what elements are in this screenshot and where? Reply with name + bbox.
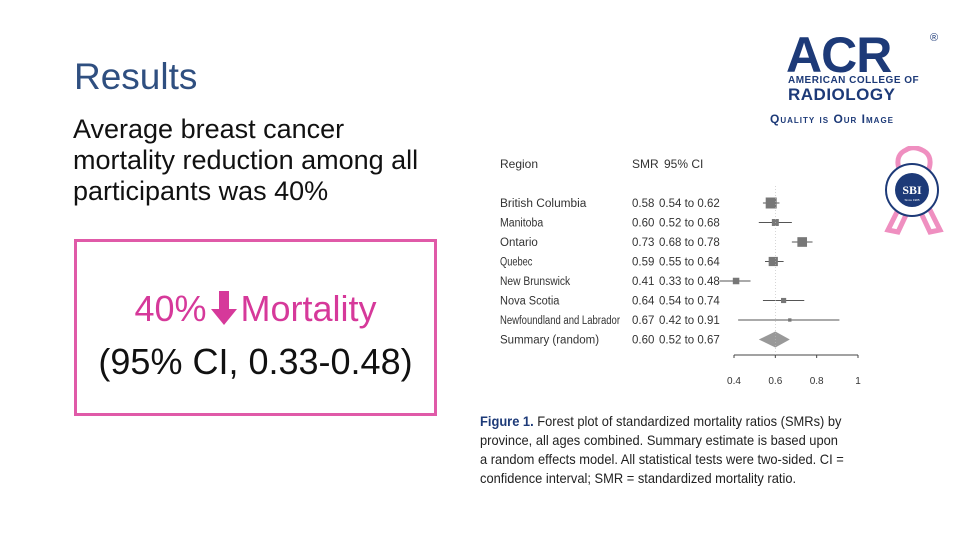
forest-row-region: Quebec: [500, 257, 533, 269]
forest-point-marker: [788, 318, 792, 322]
acr-logo-line1: AMERICAN COLLEGE OF: [788, 75, 920, 86]
forest-x-tick-label: 0.8: [810, 376, 824, 387]
registered-icon: ®: [930, 32, 939, 44]
callout-line-1: 40% Mortality: [77, 286, 434, 336]
forest-row-smr: 0.67: [632, 315, 654, 327]
figure-caption-text: Forest plot of standardized mortality ra…: [480, 413, 844, 486]
forest-row-region: Newfoundland and Labrador: [500, 315, 620, 327]
forest-summary-ci: 0.52 to 0.67: [659, 335, 720, 347]
figure-caption-label: Figure 1.: [480, 413, 534, 429]
forest-row-ci: 0.33 to 0.48: [659, 276, 720, 288]
forest-row-ci: 0.55 to 0.64: [659, 257, 720, 269]
forest-row-ci: 0.42 to 0.91: [659, 315, 720, 327]
forest-point-marker: [781, 297, 787, 304]
callout-ci: (95% CI, 0.33-0.48): [98, 341, 413, 382]
forest-row-region: British Columbia: [500, 198, 587, 210]
forest-row-smr: 0.59: [632, 257, 654, 269]
forest-row-region: Manitoba: [500, 218, 544, 230]
forest-header-smr: SMR: [632, 157, 659, 171]
sbi-logo-text: SBI: [902, 183, 922, 197]
sbi-logo: SBI Since 1985: [876, 145, 948, 236]
forest-point-marker: [765, 197, 777, 209]
forest-row-region: New Brunswick: [500, 276, 570, 288]
slide-body-text: Average breast cancer mortality reductio…: [73, 114, 419, 206]
slide-title: Results: [74, 56, 198, 97]
callout-box: 40% Mortality (95% CI, 0.33-0.48): [74, 239, 437, 416]
forest-row-ci: 0.54 to 0.74: [659, 296, 720, 308]
forest-row-ci: 0.68 to 0.78: [659, 237, 720, 249]
forest-x-tick-label: 0.4: [727, 376, 741, 387]
forest-row-smr: 0.58: [632, 198, 654, 210]
callout-label: Mortality: [240, 288, 377, 329]
forest-row-ci: 0.52 to 0.68: [659, 218, 720, 230]
figure-caption: Figure 1. Forest plot of standardized mo…: [480, 412, 848, 488]
acr-logo: ACR ® AMERICAN COLLEGE OF RADIOLOGY Qual…: [770, 30, 948, 130]
forest-plot-svg: Region SMR 95% CI British Columbia 0.58 0.54 …: [500, 157, 861, 387]
forest-x-tick-label: 1: [855, 376, 861, 387]
acr-logo-letters: ACR: [786, 27, 892, 83]
forest-summary-smr: 0.60: [632, 335, 654, 347]
forest-row-region: Nova Scotia: [500, 296, 560, 308]
forest-row-smr: 0.41: [632, 276, 654, 288]
forest-header-ci: 95% CI: [664, 157, 703, 171]
forest-plot: Region SMR 95% CI British Columbia 0.58 0.54 …: [496, 148, 896, 393]
acr-logo-tagline: Quality is Our Image: [770, 112, 895, 126]
forest-row-region: Ontario: [500, 237, 538, 249]
forest-point-marker: [768, 256, 778, 267]
forest-row-ci: 0.54 to 0.62: [659, 198, 720, 210]
forest-row-smr: 0.60: [632, 218, 654, 230]
forest-summary-region: Summary (random): [500, 335, 599, 347]
sbi-logo-since: Since 1985: [904, 198, 919, 202]
forest-row-smr: 0.64: [632, 296, 655, 308]
acr-logo-line2: RADIOLOGY: [788, 85, 896, 104]
callout-percent: 40%: [134, 288, 207, 329]
forest-row-smr: 0.73: [632, 237, 654, 249]
forest-header-region: Region: [500, 157, 538, 171]
down-arrow-icon: [210, 290, 237, 336]
forest-x-tick-label: 0.6: [768, 376, 782, 387]
forest-point-marker: [732, 277, 740, 285]
forest-summary-diamond: [758, 331, 790, 348]
forest-point-marker: [797, 237, 808, 247]
